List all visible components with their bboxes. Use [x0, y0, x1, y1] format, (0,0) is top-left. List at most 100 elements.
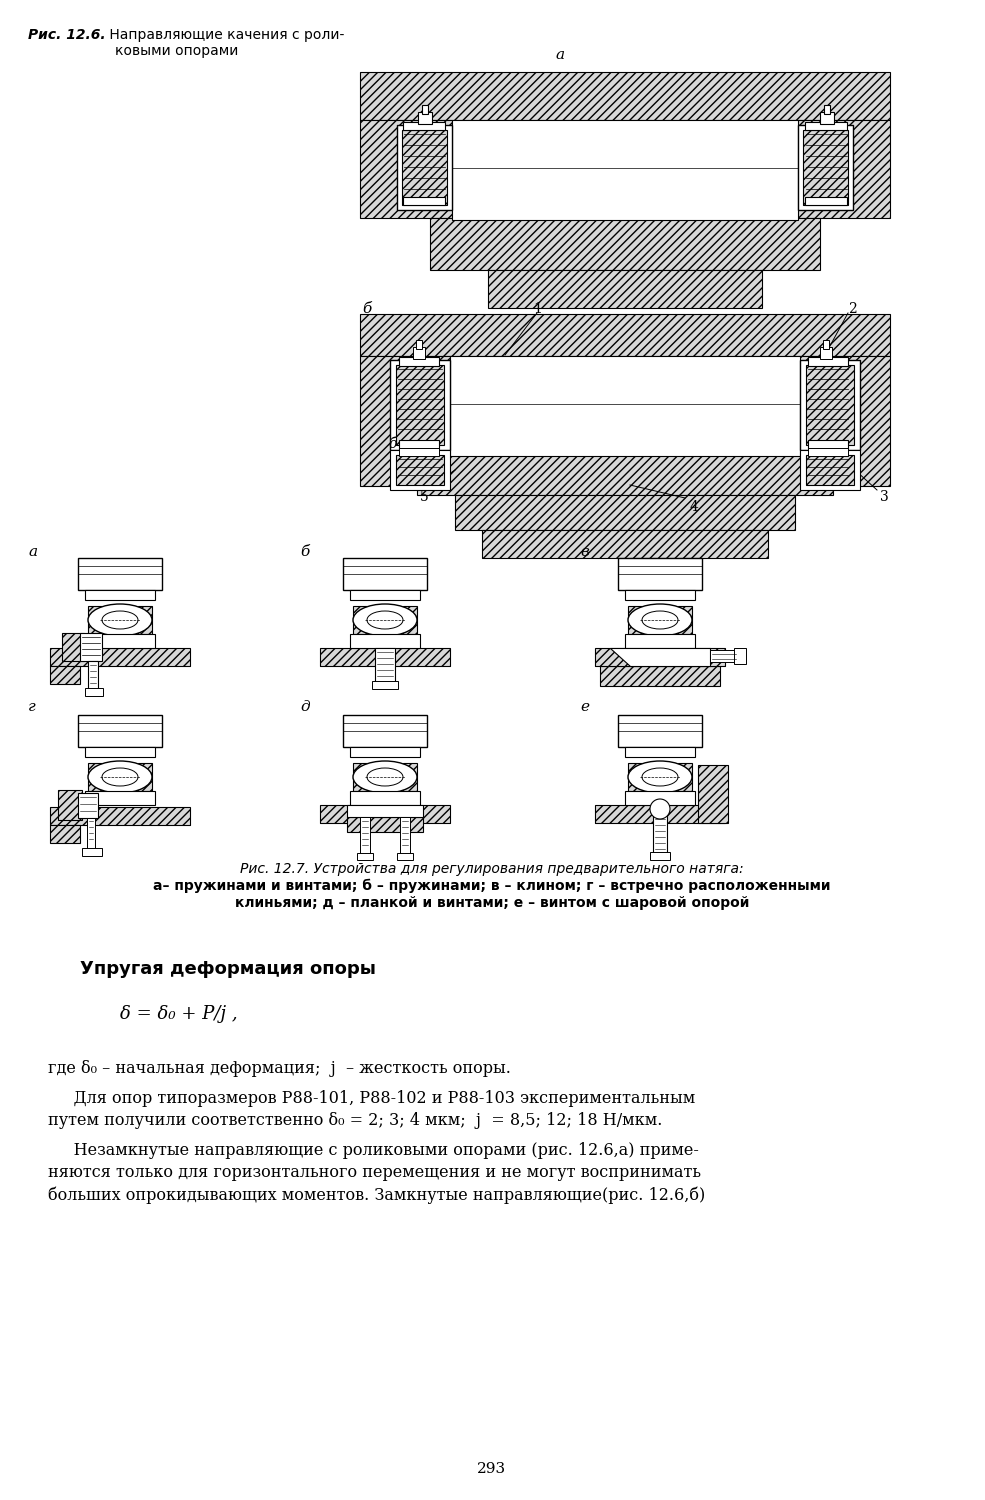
Ellipse shape	[642, 768, 678, 786]
Bar	[62, 633, 84, 662]
Bar	[397, 124, 452, 210]
Text: 4: 4	[690, 500, 699, 514]
Text: е: е	[580, 700, 589, 714]
Bar	[805, 196, 847, 206]
Bar	[455, 495, 795, 530]
Bar	[710, 650, 738, 662]
Bar	[452, 120, 798, 220]
Bar	[618, 558, 702, 590]
Bar	[450, 356, 800, 456]
Ellipse shape	[367, 768, 403, 786]
Text: где δ₀ – начальная деформация;  j  – жесткость опоры.: где δ₀ – начальная деформация; j – жестк…	[48, 1060, 511, 1077]
Text: ковыми опорами: ковыми опорами	[115, 44, 238, 58]
Bar	[343, 558, 427, 590]
Ellipse shape	[88, 760, 152, 794]
Text: а– пружинами и винтами; б – пружинами; в – клином; г – встречно расположенными: а– пружинами и винтами; б – пружинами; в…	[154, 879, 830, 894]
Text: а: а	[28, 544, 37, 560]
Bar	[88, 764, 102, 790]
Bar	[85, 790, 155, 806]
Bar	[678, 606, 692, 634]
Bar	[350, 790, 420, 806]
Text: а: а	[555, 48, 564, 62]
Bar	[625, 790, 695, 806]
Bar	[403, 764, 417, 790]
Bar	[402, 130, 447, 206]
Bar	[343, 716, 427, 747]
Text: Рис. 12.6.: Рис. 12.6.	[28, 28, 105, 42]
Bar	[820, 346, 832, 358]
Bar	[85, 688, 103, 696]
Bar	[618, 716, 702, 747]
Bar	[653, 806, 667, 855]
Bar	[625, 747, 695, 758]
Bar	[678, 764, 692, 790]
Bar	[360, 120, 452, 218]
Ellipse shape	[353, 604, 417, 636]
Bar	[88, 606, 102, 634]
Bar	[85, 634, 155, 648]
Bar	[360, 72, 890, 120]
Bar	[824, 105, 830, 114]
Bar	[396, 454, 444, 484]
Bar	[138, 606, 152, 634]
Text: Упругая деформация опоры: Упругая деформация опоры	[80, 960, 376, 978]
Text: клиньями; д – планкой и винтами; е – винтом с шаровой опорой: клиньями; д – планкой и винтами; е – вин…	[234, 896, 750, 910]
Bar	[800, 360, 860, 450]
Bar	[78, 794, 98, 818]
Bar	[85, 590, 155, 600]
Ellipse shape	[102, 768, 138, 786]
Bar	[357, 853, 373, 859]
Bar	[798, 356, 890, 486]
Bar	[353, 606, 367, 634]
Bar	[806, 454, 854, 484]
Bar	[595, 806, 725, 824]
Bar	[399, 357, 439, 366]
Bar	[88, 662, 98, 692]
Bar	[823, 340, 829, 350]
Ellipse shape	[628, 604, 692, 636]
Bar	[320, 648, 450, 666]
Bar	[399, 440, 439, 448]
Bar	[360, 818, 370, 855]
Bar	[350, 634, 420, 648]
Bar	[413, 346, 425, 358]
Bar	[595, 648, 725, 666]
Bar	[360, 314, 890, 356]
Text: путем получили соответственно δ₀ = 2; 3; 4 мкм;  j  = 8,5; 12; 18 Н/мкм.: путем получили соответственно δ₀ = 2; 3;…	[48, 1112, 662, 1130]
Bar	[82, 847, 102, 856]
Bar	[808, 448, 848, 456]
Bar	[50, 825, 80, 843]
Text: г: г	[28, 700, 35, 714]
Text: няются только для горизонтального перемещения и не могут воспринимать: няются только для горизонтального переме…	[48, 1164, 701, 1180]
Text: д: д	[300, 700, 309, 714]
Bar	[390, 360, 450, 450]
Ellipse shape	[88, 604, 152, 636]
Bar	[403, 122, 445, 130]
Text: 2: 2	[848, 302, 857, 316]
Bar	[698, 765, 728, 824]
Bar	[418, 112, 432, 125]
Bar	[138, 764, 152, 790]
Bar	[403, 606, 417, 634]
Bar	[403, 196, 445, 206]
Text: Незамкнутые направляющие с роликовыми опорами (рис. 12.6,а) приме-: Незамкнутые направляющие с роликовыми оп…	[48, 1142, 699, 1160]
Circle shape	[650, 800, 670, 819]
Polygon shape	[610, 648, 710, 666]
Bar	[600, 666, 720, 686]
Bar	[396, 364, 444, 446]
Bar	[320, 806, 450, 824]
Text: Рис. 12.7. Устройства для регулирования предварительного натяга:: Рис. 12.7. Устройства для регулирования …	[240, 862, 744, 876]
Bar	[650, 852, 670, 859]
Bar	[397, 853, 413, 859]
Bar	[798, 120, 890, 218]
Bar	[625, 590, 695, 600]
Bar	[360, 356, 452, 486]
Bar	[347, 806, 423, 818]
Bar	[400, 818, 410, 855]
Bar	[805, 122, 847, 130]
Text: в: в	[580, 544, 589, 560]
Bar	[806, 364, 854, 446]
Bar	[399, 448, 439, 456]
Bar	[375, 648, 395, 682]
Bar	[488, 270, 762, 308]
